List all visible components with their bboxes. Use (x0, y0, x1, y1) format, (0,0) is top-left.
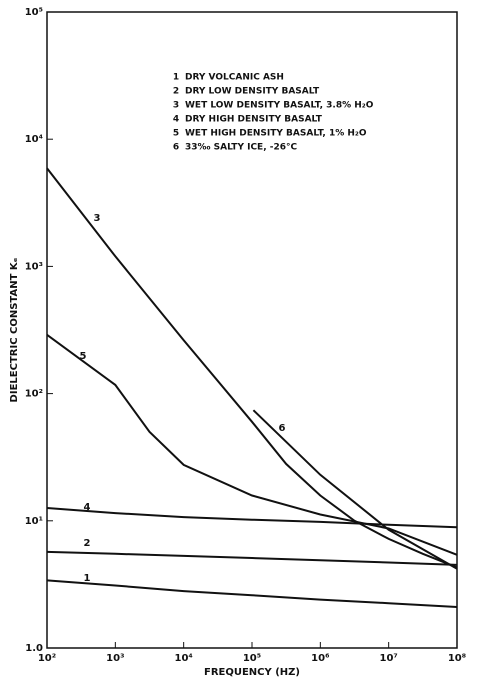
curve-label: 1 (84, 573, 91, 584)
x-tick-label: 10⁴ (175, 653, 193, 664)
legend-entry: 33‰ SALTY ICE, -26°C (185, 143, 298, 153)
curve (46, 507, 458, 529)
legend-number: 5 (173, 129, 179, 139)
curve-label: 2 (84, 538, 91, 549)
y-tick-label: 10² (25, 389, 43, 400)
curve (252, 409, 458, 570)
legend-number: 6 (173, 143, 179, 153)
y-tick-label: 1.0 (25, 643, 43, 654)
x-axis-label: FREQUENCY (HZ) (204, 667, 300, 678)
curve-label: 3 (94, 213, 101, 224)
curve-label: 5 (80, 351, 87, 362)
curve-label: 6 (279, 423, 286, 434)
legend-entry: DRY HIGH DENSITY BASALT (185, 115, 323, 125)
legend-entry: DRY LOW DENSITY BASALT (185, 87, 320, 97)
y-tick-label: 10¹ (25, 516, 43, 527)
curve (46, 579, 458, 608)
x-tick-label: 10² (38, 653, 56, 664)
curve (46, 333, 458, 556)
legend-number: 2 (173, 87, 179, 97)
x-tick-label: 10⁸ (448, 653, 466, 664)
legend-number: 4 (173, 115, 179, 125)
x-tick-label: 10⁶ (311, 653, 329, 664)
legend-entry: WET LOW DENSITY BASALT, 3.8% H₂O (185, 101, 374, 111)
legend-entry: WET HIGH DENSITY BASALT, 1% H₂O (185, 129, 367, 139)
legend-number: 1 (173, 73, 179, 83)
curve (46, 167, 458, 569)
legend-number: 3 (173, 101, 179, 111)
x-tick-label: 10⁵ (243, 653, 261, 664)
y-tick-label: 10⁴ (25, 134, 43, 145)
x-tick-label: 10⁷ (380, 653, 398, 664)
curve (46, 550, 458, 566)
y-axis-label: DIELECTRIC CONSTANT Kₑ (9, 257, 20, 402)
x-tick-label: 10³ (106, 653, 124, 664)
curve-label: 4 (84, 502, 91, 513)
y-tick-label: 10³ (25, 261, 43, 272)
legend-entry: DRY VOLCANIC ASH (185, 73, 284, 83)
y-tick-label: 10⁵ (25, 7, 43, 18)
